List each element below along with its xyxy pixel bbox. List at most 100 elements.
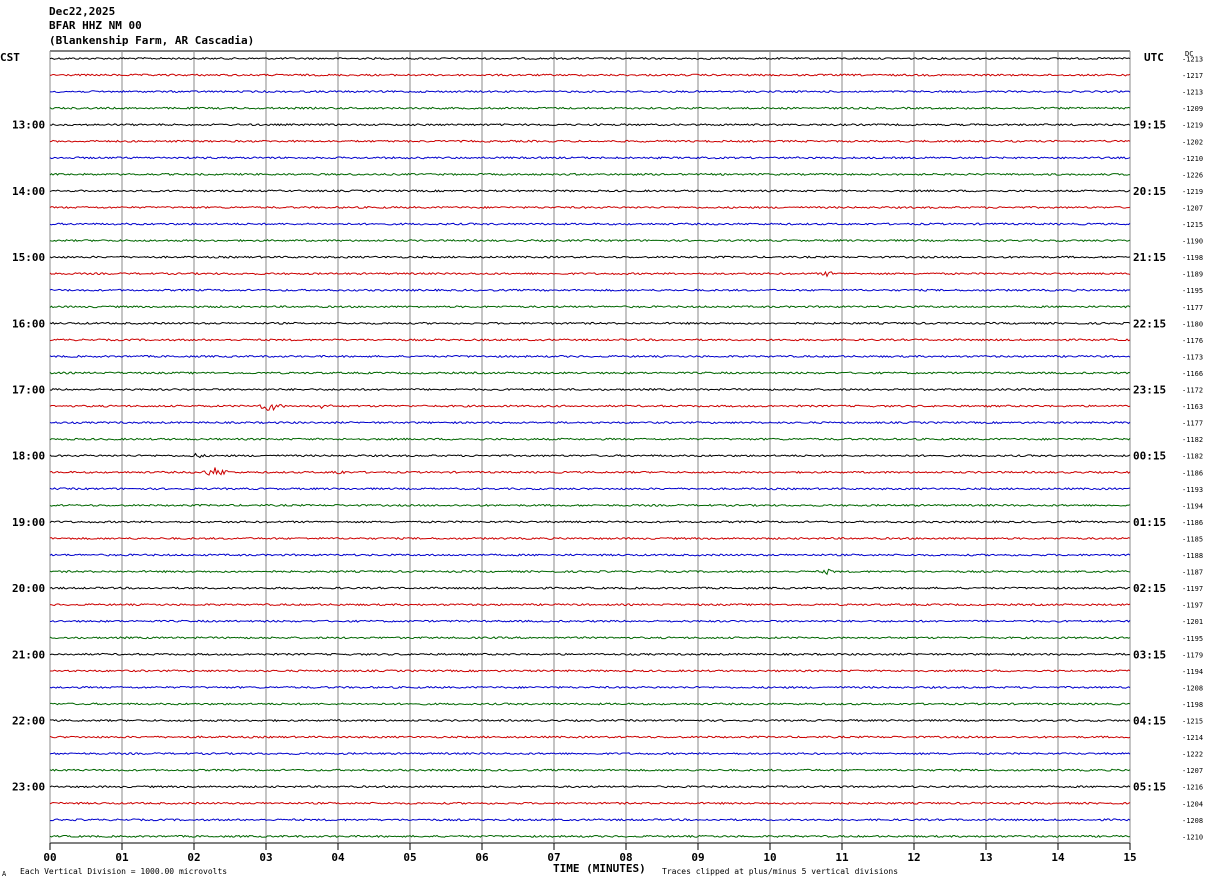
corner-mark: A (2, 870, 7, 878)
seismic-trace (49, 338, 1131, 342)
left-timezone-label: CST (0, 51, 20, 64)
seismic-trace (49, 718, 1131, 723)
dc-offset-label: -1222 (1182, 751, 1203, 759)
left-hour-label: 18:00 (12, 450, 45, 463)
seismic-trace (49, 452, 1131, 459)
dc-offset-label: -1188 (1182, 552, 1203, 560)
left-hour-label: 20:00 (12, 582, 45, 595)
dc-offset-label: -1186 (1182, 519, 1203, 527)
dc-offset-label: -1210 (1182, 833, 1203, 841)
x-tick-label: 10 (763, 851, 776, 864)
dc-offset-label: -1216 (1182, 784, 1203, 792)
clip-note: Traces clipped at plus/minus 5 vertical … (662, 867, 899, 876)
seismic-trace (49, 321, 1131, 325)
dc-offset-label: -1213 (1182, 89, 1203, 97)
right-hour-label: 23:15 (1133, 384, 1166, 397)
dc-offset-label: -1219 (1182, 122, 1203, 130)
trace-layer (49, 56, 1131, 839)
dc-offset-label: -1177 (1182, 420, 1203, 428)
dc-offset-label: -1198 (1182, 701, 1203, 709)
dc-offset-label: -1201 (1182, 618, 1203, 626)
seismic-trace (49, 270, 1131, 278)
seismic-trace (49, 503, 1131, 507)
dc-offset-label: -1163 (1182, 403, 1203, 411)
date-title: Dec22,2025 (49, 5, 116, 18)
x-tick-label: 09 (691, 851, 704, 864)
left-hour-label: 22:00 (12, 715, 45, 728)
x-tick-label: 12 (907, 851, 920, 864)
seismic-trace (49, 123, 1131, 127)
seismic-trace (49, 403, 1131, 412)
seismic-trace (49, 568, 1131, 576)
dc-offset-label: -1226 (1182, 171, 1203, 179)
x-tick-label: 15 (1123, 851, 1136, 864)
dc-offset-label: -1197 (1182, 585, 1203, 593)
seismic-trace (49, 702, 1131, 706)
right-hour-label: 20:15 (1133, 185, 1166, 198)
seismic-trace (49, 288, 1131, 292)
x-tick-label: 05 (403, 851, 416, 864)
dc-offset-label: -1204 (1182, 800, 1203, 808)
x-tick-label: 03 (259, 851, 272, 864)
right-hour-label: 00:15 (1133, 450, 1166, 463)
dc-offset-label: -1213 (1182, 56, 1203, 64)
dc-offset-label: -1185 (1182, 535, 1203, 543)
dc-offset-label: -1186 (1182, 469, 1203, 477)
seismic-trace (49, 437, 1131, 441)
seismic-trace (49, 801, 1131, 805)
dc-offset-label: -1207 (1182, 767, 1203, 775)
dc-offset-label: -1198 (1182, 254, 1203, 262)
seismic-trace (49, 751, 1131, 756)
dc-offset-label: -1194 (1182, 668, 1203, 676)
seismic-trace (49, 354, 1131, 359)
seismic-trace (49, 735, 1131, 739)
seismic-trace (49, 652, 1131, 656)
left-hour-label: 21:00 (12, 648, 45, 661)
dc-offset-label: -1194 (1182, 502, 1203, 510)
x-axis-title: TIME (MINUTES) (553, 862, 646, 875)
dc-offset-label: -1173 (1182, 353, 1203, 361)
seismic-trace (49, 189, 1131, 193)
right-hour-label: 04:15 (1133, 715, 1166, 728)
dc-offset-label: -1182 (1182, 436, 1203, 444)
left-hour-label: 16:00 (12, 317, 45, 330)
x-tick-label: 08 (619, 851, 632, 864)
label-layer: 00 01 02 03 04 05 06 07 08 09 10 11 12 13 14 15 -1213 -12… (12, 56, 1203, 865)
dc-offset-label: -1217 (1182, 72, 1203, 80)
dc-offset-label: -1193 (1182, 486, 1203, 494)
dc-offset-label: -1210 (1182, 155, 1203, 163)
seismic-trace (49, 89, 1131, 94)
dc-offset-header: DC (1185, 50, 1194, 58)
x-tick-label: 01 (115, 851, 129, 864)
seismic-trace (49, 255, 1131, 259)
vertical-scale-note: Each Vertical Division = 1000.00 microvo… (20, 867, 228, 876)
seismic-trace (49, 156, 1131, 160)
seismic-trace (49, 586, 1131, 590)
seismic-trace (49, 834, 1131, 839)
seismic-trace (49, 685, 1131, 689)
seismic-trace (49, 421, 1131, 425)
seismic-trace (49, 785, 1131, 789)
left-hour-label: 13:00 (12, 119, 45, 132)
dc-offset-label: -1208 (1182, 817, 1203, 825)
dc-offset-label: -1166 (1182, 370, 1203, 378)
dc-offset-label: -1172 (1182, 387, 1203, 395)
dc-offset-label: -1180 (1182, 320, 1203, 328)
right-timezone-label: UTC (1144, 51, 1164, 64)
dc-offset-label: -1195 (1182, 287, 1203, 295)
dc-offset-label: -1202 (1182, 138, 1203, 146)
x-tick-label: 02 (187, 851, 200, 864)
seismic-trace (49, 818, 1131, 822)
seismic-trace (49, 387, 1131, 392)
dc-offset-label: -1176 (1182, 337, 1203, 345)
seismic-trace (49, 603, 1131, 607)
dc-offset-label: -1208 (1182, 684, 1203, 692)
seismic-trace (49, 106, 1131, 110)
dc-offset-label: -1195 (1182, 635, 1203, 643)
dc-offset-label: -1187 (1182, 569, 1203, 577)
left-hour-label: 15:00 (12, 251, 45, 264)
seismic-trace (49, 205, 1131, 210)
seismic-trace (49, 536, 1131, 540)
dc-offset-label: -1215 (1182, 718, 1203, 726)
